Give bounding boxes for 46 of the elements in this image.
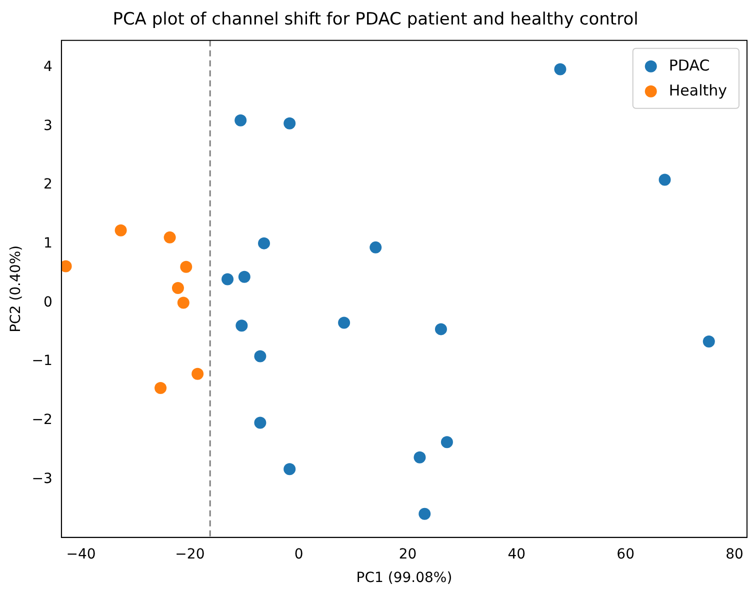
y-tick-label: −1 (32, 353, 52, 370)
y-tick-label: 2 (44, 176, 52, 193)
point (114, 224, 127, 236)
chart-title: PCA plot of channel shift for PDAC patient and healthy control (112, 10, 638, 30)
y-tick-label: 1 (44, 236, 52, 252)
point (172, 282, 184, 294)
x-tick-label: 80 (726, 546, 744, 562)
point (418, 508, 431, 520)
point (284, 117, 296, 130)
point (234, 114, 247, 126)
point (554, 63, 566, 76)
y-tick-label: −3 (32, 470, 52, 487)
point (192, 368, 204, 380)
point (164, 231, 176, 244)
point (658, 174, 671, 186)
y-tick-label: 3 (44, 118, 52, 134)
point (434, 323, 447, 336)
legend-label: Healthy (668, 81, 728, 100)
x-tick-label: 0 (294, 546, 304, 562)
point (284, 463, 296, 476)
x-tick-label: 20 (398, 546, 417, 562)
point (702, 336, 715, 348)
point (370, 241, 382, 254)
x-axis-title: PC1 (99.08%) (356, 570, 452, 586)
point (254, 416, 266, 429)
y-tick-label: −2 (32, 412, 52, 428)
point (258, 237, 270, 250)
point (338, 316, 350, 329)
x-tick-label: 40 (508, 546, 526, 562)
point (154, 382, 167, 394)
point (222, 273, 234, 286)
x-tick-label: −40 (66, 546, 96, 562)
point (177, 296, 190, 309)
y-tick-label: 4 (44, 59, 53, 76)
x-tick-label: −20 (175, 546, 205, 562)
point (440, 436, 453, 448)
point (180, 260, 192, 273)
x-tick-label: 60 (616, 546, 634, 562)
point (61, 260, 72, 272)
y-tick-label: 0 (44, 294, 52, 310)
y-axis-title: PC2 (0.40%) (8, 245, 24, 332)
legend-label: PDAC (668, 56, 710, 74)
point (254, 350, 266, 362)
point (236, 320, 248, 332)
point (414, 451, 426, 464)
point (238, 270, 250, 283)
